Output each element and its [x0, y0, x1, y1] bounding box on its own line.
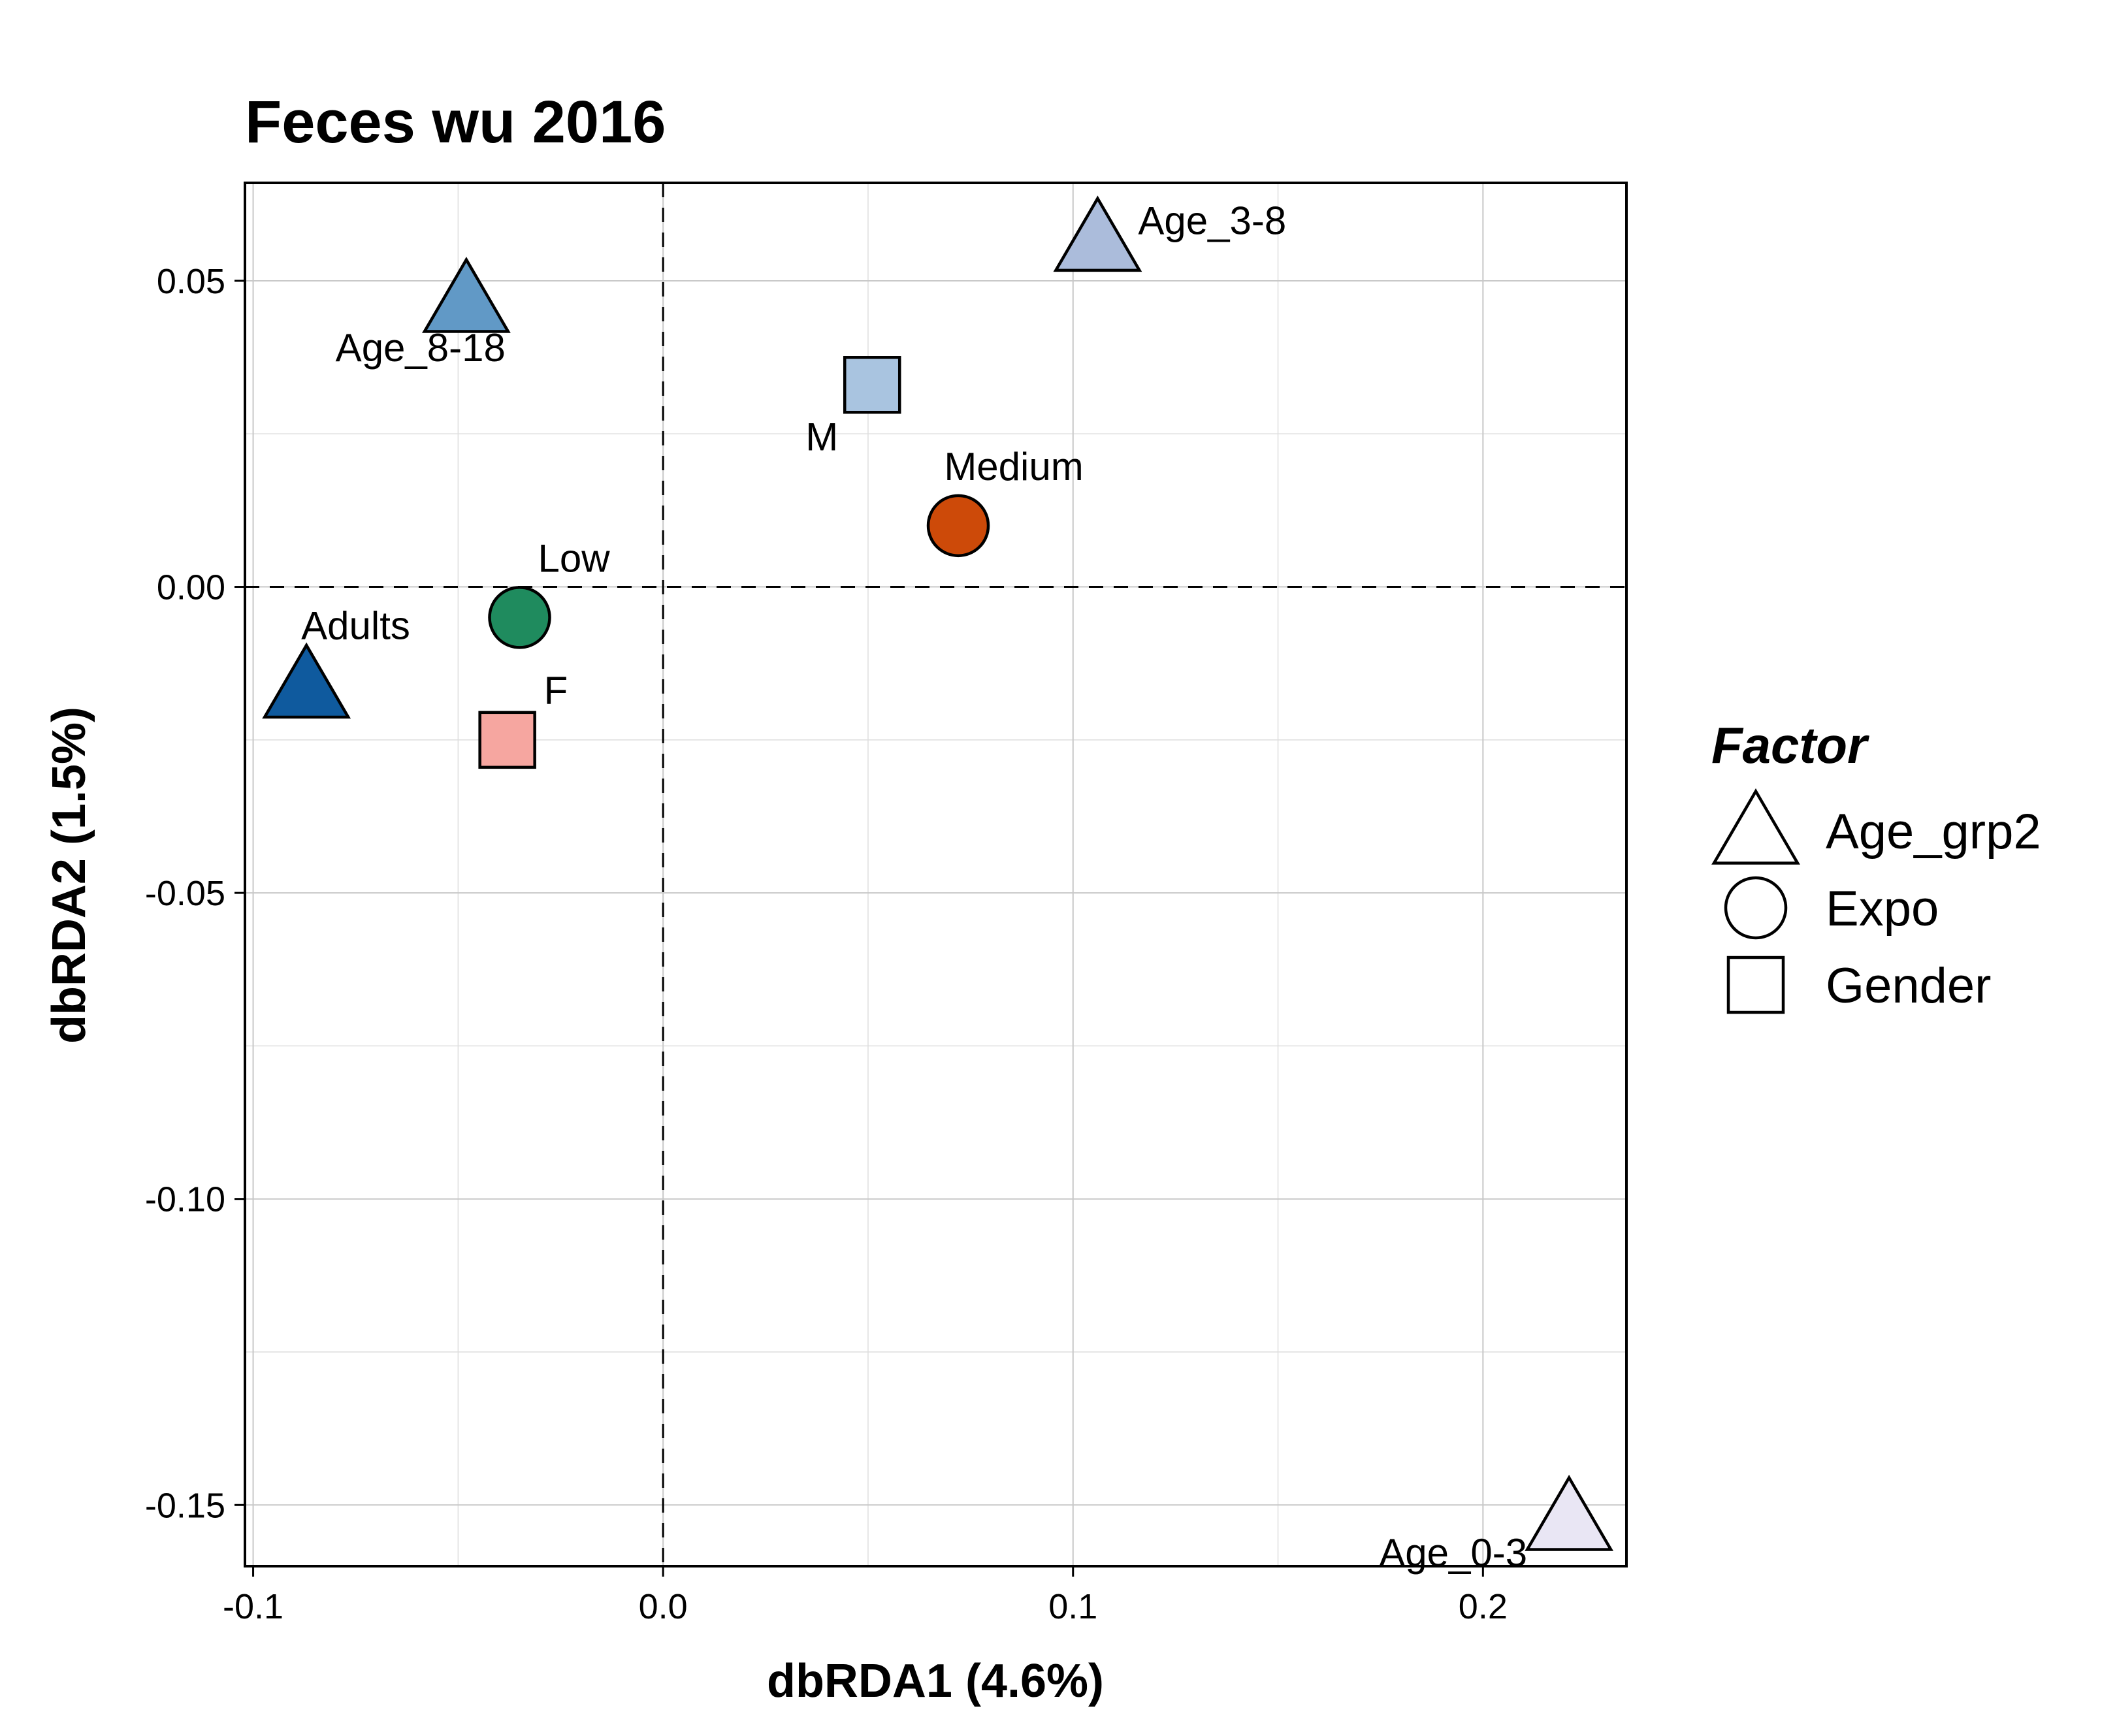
grid [245, 183, 1626, 1566]
legend-entries: Age_grp2 Expo Gender [1711, 788, 2041, 1014]
legend: Factor Age_grp2 Expo Gender [1711, 716, 2041, 1014]
axis-ticks: -0.1 0.0 0.1 0.2 -0.15 -0.10 -0.05 0.00 0.05 [145, 262, 1508, 1626]
point-label: M [805, 415, 838, 458]
point-label: Adults [301, 603, 410, 647]
point-label: Low [538, 536, 610, 580]
y-axis-title: dbRDA2 (1.5%) [43, 707, 95, 1044]
plot-panel-border [244, 182, 1628, 1567]
point-label: F [544, 669, 568, 713]
zero-reference-lines [245, 183, 1626, 1566]
y-tick-label: -0.05 [145, 874, 225, 913]
x-tick-label: 0.0 [639, 1587, 688, 1626]
chart-title: Feces wu 2016 [245, 89, 666, 155]
y-tick-label: -0.15 [145, 1486, 225, 1525]
legend-key-triangle [1711, 788, 1800, 865]
legend-label: Age_grp2 [1826, 804, 2041, 860]
point-label: Age_3-8 [1138, 199, 1286, 242]
point-labels: Age_8-18 Age_3-8 Adults Age_0-3 Low Medium M F [301, 199, 1527, 1575]
point-label: Age_0-3 [1379, 1531, 1527, 1575]
legend-title: Factor [1711, 716, 1869, 774]
legend-label: Gender [1826, 958, 1992, 1014]
legend-key-circle [1724, 876, 1788, 940]
y-tick-label: -0.10 [145, 1180, 225, 1219]
data-point-triangle [1525, 1475, 1614, 1551]
data-point-square [478, 711, 536, 769]
point-label: Age_8-18 [336, 326, 506, 370]
x-tick-label: 0.1 [1048, 1587, 1097, 1626]
x-tick-label: -0.1 [223, 1587, 283, 1626]
data-point-circle [926, 494, 990, 558]
data-points [262, 195, 1614, 1551]
data-point-triangle [262, 642, 351, 719]
point-label: Medium [944, 445, 1083, 489]
x-tick-label: 0.2 [1459, 1587, 1508, 1626]
legend-key-square [1726, 956, 1785, 1014]
legend-label: Expo [1826, 881, 1939, 937]
x-axis-title: dbRDA1 (4.6%) [767, 1655, 1104, 1707]
data-point-triangle [421, 257, 511, 333]
data-point-circle [488, 586, 551, 649]
data-point-square [843, 356, 901, 414]
y-tick-label: 0.05 [157, 262, 225, 301]
data-point-triangle [1053, 195, 1142, 272]
y-tick-label: 0.00 [157, 568, 225, 607]
